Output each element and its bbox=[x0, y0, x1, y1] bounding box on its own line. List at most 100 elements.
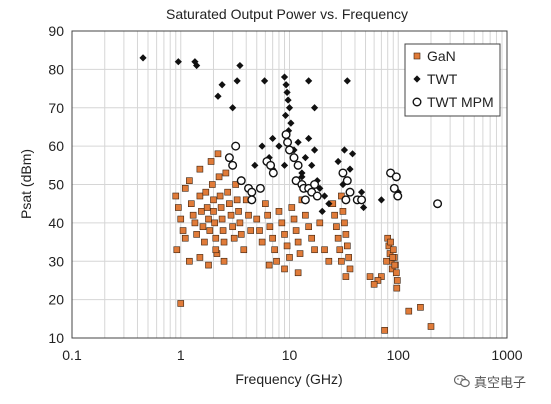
data-point bbox=[222, 169, 230, 177]
data-point bbox=[193, 61, 201, 70]
data-point bbox=[341, 219, 348, 227]
data-point bbox=[266, 160, 276, 170]
data-point bbox=[321, 246, 328, 254]
data-point bbox=[308, 234, 315, 242]
data-point bbox=[370, 280, 378, 288]
data-point bbox=[405, 307, 413, 315]
data-point bbox=[247, 195, 257, 205]
data-point bbox=[391, 172, 401, 182]
data-point bbox=[293, 160, 303, 170]
data-point bbox=[196, 192, 204, 200]
data-point bbox=[281, 111, 290, 120]
x-tick-label: 1000 bbox=[491, 347, 522, 363]
data-point bbox=[393, 277, 401, 284]
data-point bbox=[258, 238, 266, 246]
data-point bbox=[205, 261, 212, 269]
data-point bbox=[346, 165, 354, 173]
data-point bbox=[187, 200, 195, 207]
data-point bbox=[273, 257, 280, 265]
data-point bbox=[247, 187, 257, 197]
data-point bbox=[359, 203, 368, 212]
data-point bbox=[212, 246, 220, 254]
legend-marker bbox=[412, 97, 422, 107]
data-point bbox=[203, 204, 211, 211]
data-point bbox=[300, 195, 310, 205]
data-point bbox=[346, 265, 354, 273]
data-point bbox=[224, 188, 231, 196]
series-square bbox=[172, 150, 435, 334]
data-point bbox=[336, 246, 344, 254]
data-point bbox=[343, 242, 351, 250]
data-point bbox=[305, 134, 313, 143]
data-point bbox=[286, 254, 293, 261]
data-point bbox=[343, 77, 351, 85]
data-point bbox=[186, 257, 193, 265]
data-point bbox=[381, 327, 388, 334]
data-point bbox=[271, 246, 278, 254]
data-points bbox=[139, 54, 443, 334]
data-point bbox=[357, 195, 367, 205]
legend-label: GaN bbox=[427, 48, 456, 64]
data-point bbox=[189, 211, 197, 219]
data-point bbox=[294, 269, 302, 277]
data-point bbox=[229, 223, 236, 231]
data-point bbox=[181, 234, 189, 242]
data-point bbox=[302, 211, 309, 219]
data-point bbox=[389, 246, 397, 254]
y-tick-label: 50 bbox=[48, 177, 64, 193]
data-point bbox=[334, 234, 342, 242]
data-point bbox=[278, 219, 286, 227]
data-point bbox=[285, 145, 295, 155]
tick-labels: 0.1 1 10 100 1000 10 20 30 40 50 60 70 80 90 bbox=[48, 23, 522, 363]
data-point bbox=[191, 219, 199, 227]
data-point bbox=[230, 234, 238, 242]
data-point bbox=[387, 238, 394, 246]
data-point bbox=[281, 231, 288, 238]
data-point bbox=[265, 261, 273, 269]
data-point bbox=[232, 181, 239, 188]
data-point bbox=[283, 137, 293, 147]
data-point bbox=[294, 238, 302, 246]
data-point bbox=[283, 88, 291, 96]
data-point bbox=[220, 238, 228, 246]
data-point bbox=[240, 246, 248, 254]
data-point bbox=[393, 269, 400, 277]
data-point bbox=[393, 191, 403, 201]
data-point bbox=[341, 195, 351, 205]
y-tick-label: 40 bbox=[48, 215, 64, 231]
data-point bbox=[198, 208, 205, 215]
data-point bbox=[280, 73, 289, 81]
data-point bbox=[186, 177, 193, 184]
data-point bbox=[253, 215, 261, 223]
data-point bbox=[228, 160, 238, 170]
data-point bbox=[345, 254, 352, 261]
data-point bbox=[224, 153, 234, 163]
data-point bbox=[281, 130, 291, 140]
data-point bbox=[201, 238, 208, 246]
wechat-icon bbox=[454, 374, 470, 388]
data-point bbox=[214, 150, 222, 158]
data-point bbox=[173, 246, 181, 254]
data-point bbox=[205, 215, 212, 223]
data-point bbox=[389, 183, 399, 193]
data-point bbox=[255, 183, 265, 193]
data-point bbox=[357, 188, 366, 196]
data-point bbox=[316, 219, 324, 227]
data-point bbox=[318, 207, 326, 215]
data-point bbox=[210, 196, 217, 204]
data-point bbox=[338, 257, 345, 265]
data-point bbox=[313, 177, 321, 185]
data-point bbox=[264, 211, 271, 219]
data-point bbox=[206, 227, 214, 234]
data-point bbox=[389, 254, 397, 261]
data-point bbox=[366, 273, 374, 280]
data-point bbox=[236, 61, 244, 70]
legend-label: TWT MPM bbox=[427, 94, 494, 110]
data-point bbox=[296, 250, 304, 257]
data-point bbox=[320, 192, 329, 200]
data-point bbox=[226, 200, 233, 207]
data-point bbox=[383, 257, 390, 265]
legend-label: TWT bbox=[427, 71, 458, 87]
data-point bbox=[312, 191, 322, 201]
